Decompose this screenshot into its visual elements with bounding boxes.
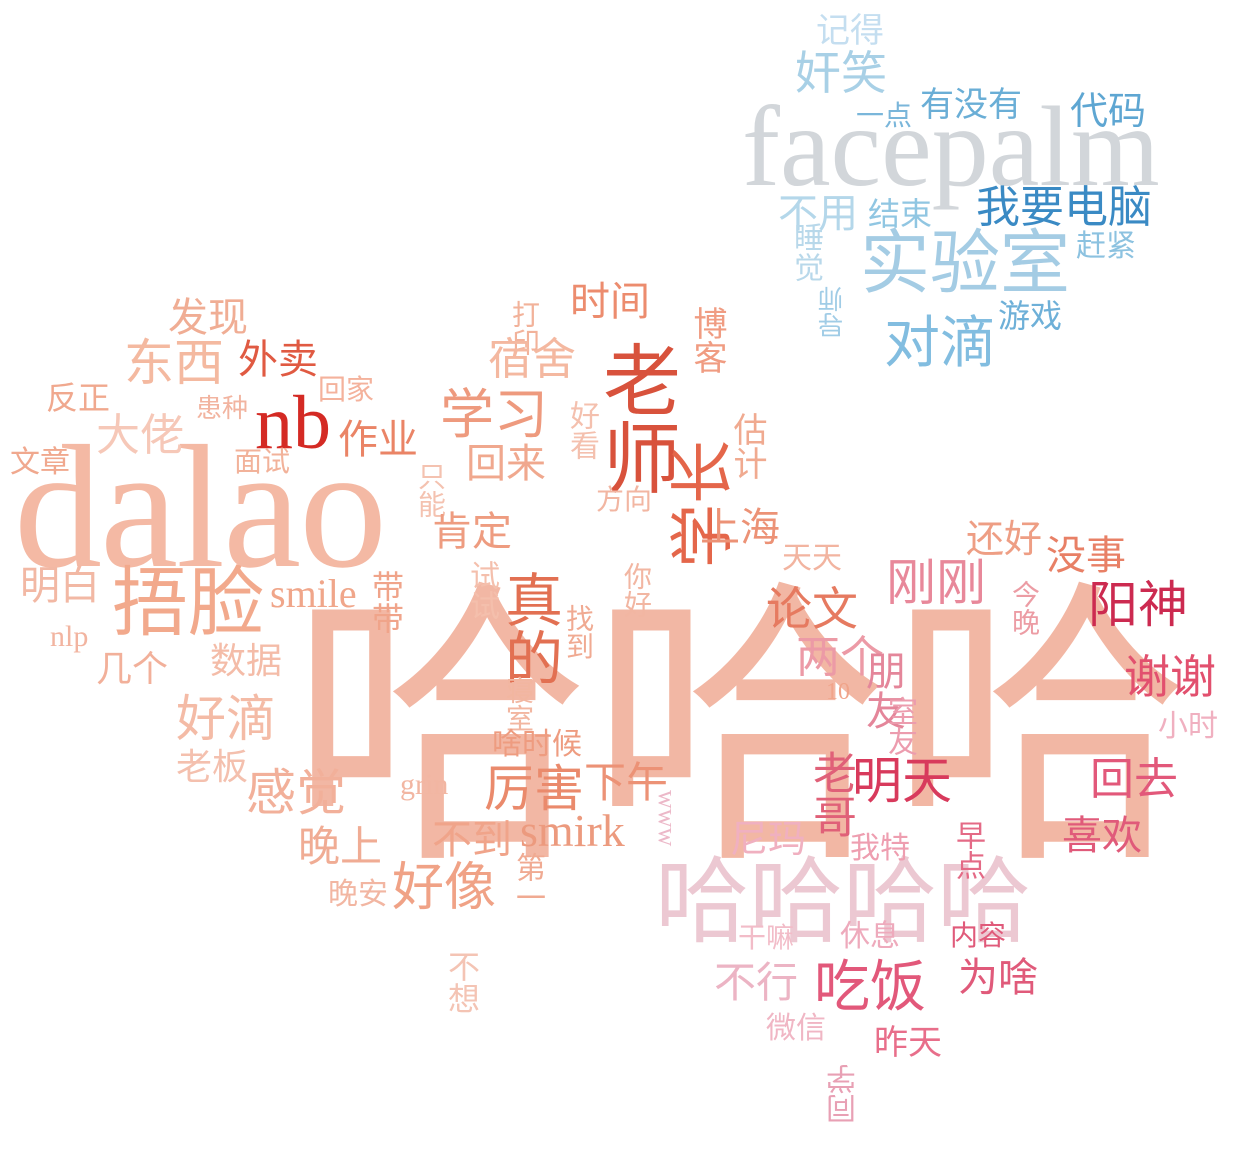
word: grin bbox=[400, 768, 449, 801]
word: 感觉 bbox=[246, 764, 346, 822]
word: 真的 bbox=[495, 570, 563, 686]
word: 学习 bbox=[440, 383, 548, 446]
word: 明白 bbox=[20, 563, 100, 609]
word: 面试 bbox=[234, 445, 291, 478]
word: 对滴 bbox=[884, 311, 996, 376]
word: 谢谢 bbox=[1124, 650, 1216, 704]
word: 早点 bbox=[950, 820, 985, 880]
word: 代码 bbox=[1070, 89, 1147, 133]
word: 寝室 bbox=[502, 676, 535, 732]
word: 患种 bbox=[196, 394, 249, 424]
word: 肯定 bbox=[432, 509, 512, 555]
word: 天天 bbox=[782, 541, 842, 576]
word: 结束 bbox=[868, 195, 933, 233]
word: 两个 bbox=[796, 632, 884, 683]
word: 博客 bbox=[687, 306, 727, 374]
word: 好滴 bbox=[176, 690, 276, 748]
word: 啥时候 bbox=[492, 727, 582, 762]
word: 老师 bbox=[590, 340, 680, 496]
word: 实验室 bbox=[860, 222, 1070, 304]
word: 找到 bbox=[562, 604, 595, 660]
word: facepalm bbox=[742, 83, 1160, 210]
word: dalao bbox=[14, 410, 387, 605]
word: 数据 bbox=[210, 641, 283, 682]
word: 反正 bbox=[46, 379, 111, 417]
word: 昨天 bbox=[874, 1023, 942, 1063]
word: 几个 bbox=[96, 649, 169, 690]
word: 打印 bbox=[508, 300, 541, 356]
word: 大佬 bbox=[96, 410, 184, 461]
word: 作业 bbox=[338, 417, 418, 463]
word: 喜欢 bbox=[1062, 813, 1142, 859]
word: 捂脸 bbox=[112, 558, 264, 647]
word: 老哥 bbox=[805, 750, 856, 838]
word: 吃饭 bbox=[814, 955, 926, 1020]
word: 小时 bbox=[1158, 709, 1218, 744]
word: 尼玛 bbox=[730, 817, 807, 861]
word: 好看 bbox=[564, 400, 599, 460]
word: 回去 bbox=[1090, 754, 1178, 805]
word: smile bbox=[270, 571, 357, 616]
word: 刚刚 bbox=[886, 554, 986, 612]
word: 估计 bbox=[727, 412, 767, 480]
word: 我要电脑 bbox=[976, 182, 1152, 233]
word: nlp bbox=[50, 620, 89, 653]
word: 有没有 bbox=[920, 85, 1022, 125]
word: 好像 bbox=[392, 858, 497, 918]
word: 上海 bbox=[700, 505, 780, 551]
word: 不到 bbox=[432, 817, 512, 863]
word: 不用 bbox=[778, 191, 858, 237]
word: 不想 bbox=[443, 950, 481, 1014]
word: nb bbox=[255, 381, 331, 465]
word: 论文 bbox=[766, 582, 858, 636]
word: 试试 bbox=[464, 560, 499, 620]
word: 10 bbox=[826, 679, 850, 705]
word: 朋友 bbox=[859, 650, 905, 730]
word: 今晚 bbox=[1008, 580, 1041, 636]
word: 不行 bbox=[714, 958, 799, 1007]
word: 游戏 bbox=[998, 297, 1063, 335]
word: 方向 bbox=[596, 483, 653, 516]
word: 发现 bbox=[168, 295, 248, 341]
word: 晚上 bbox=[298, 822, 383, 871]
word: 哈哈哈 bbox=[290, 555, 1190, 904]
word: 晚安 bbox=[328, 877, 388, 912]
word: 文章 bbox=[10, 445, 70, 480]
word: www bbox=[653, 790, 682, 847]
word: smirk bbox=[520, 805, 625, 856]
word: 明天 bbox=[852, 752, 952, 810]
word: 还好 bbox=[966, 517, 1043, 561]
word: 记得 bbox=[816, 11, 884, 51]
word: 东西 bbox=[124, 334, 224, 392]
word: 哈哈哈哈 bbox=[655, 848, 1032, 957]
word: 阳神 bbox=[1088, 576, 1188, 634]
word: 外卖 bbox=[238, 337, 318, 383]
word: 同学 bbox=[827, 1064, 862, 1124]
word: 一点 bbox=[856, 99, 913, 132]
word: 只能 bbox=[414, 462, 447, 518]
word: 第一 bbox=[510, 852, 545, 912]
word: 没事 bbox=[1046, 533, 1126, 579]
word: 带带 bbox=[367, 570, 405, 634]
word: 内容 bbox=[950, 919, 1007, 952]
word: 我特 bbox=[850, 831, 910, 866]
word: 下午 bbox=[584, 758, 669, 807]
word: 休息 bbox=[840, 919, 900, 954]
word: 室友 bbox=[882, 696, 917, 756]
word: 奸笑 bbox=[795, 46, 887, 100]
word: 导师 bbox=[818, 286, 848, 338]
word: 回家 bbox=[318, 373, 375, 406]
word: 微信 bbox=[766, 1011, 826, 1046]
word: 时间 bbox=[570, 279, 650, 325]
word: 干嘛 bbox=[738, 921, 795, 954]
word: 睡觉 bbox=[788, 222, 823, 282]
word: 宿舍 bbox=[488, 334, 576, 385]
word: 为啥 bbox=[958, 955, 1038, 1001]
word: 厉害 bbox=[484, 760, 584, 818]
word: 赶紧 bbox=[1076, 229, 1136, 264]
word: 你好 bbox=[620, 562, 653, 618]
word: 老板 bbox=[176, 747, 249, 788]
word: 回来 bbox=[466, 441, 546, 487]
